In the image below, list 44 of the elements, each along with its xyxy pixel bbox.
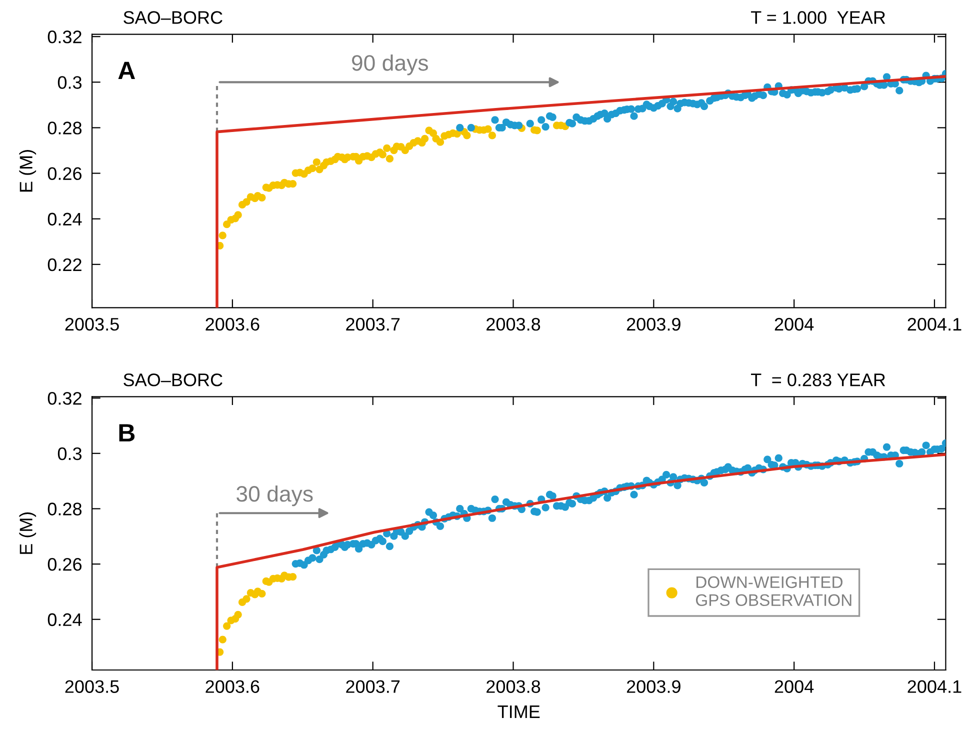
annotation: B xyxy=(119,424,135,442)
x-tick-label: 2003.9 xyxy=(626,680,680,693)
y-tick-label: 0.3 xyxy=(58,447,82,460)
chart-title: SAO–BORC xyxy=(124,11,222,24)
point xyxy=(258,590,266,598)
x-tick-label: 2004.1 xyxy=(908,318,962,331)
y-tick-label: 0.3 xyxy=(58,76,82,89)
y-tick-label: 0.28 xyxy=(48,122,82,134)
x-axis-title: TIME xyxy=(498,706,540,718)
x-tick-label: 2003.7 xyxy=(346,680,400,693)
y-tick-label: 0.26 xyxy=(48,558,82,571)
y-tick-label: 0.32 xyxy=(48,30,82,44)
chart-subtitle: T = 1.000 YEAR xyxy=(751,11,886,24)
x-tick-label: 2003.5 xyxy=(65,680,119,693)
x-tick-label: 2004 xyxy=(774,318,814,331)
y-tick-label: 0.32 xyxy=(48,392,82,405)
x-tick-label: 2003.8 xyxy=(486,680,540,693)
x-tick-label: 2003.6 xyxy=(206,318,260,331)
y-tick-label: 0.26 xyxy=(48,167,82,180)
chart-title: SAO–BORC xyxy=(124,373,222,386)
y-tick-label: 0.28 xyxy=(48,502,82,516)
point xyxy=(223,622,231,630)
annotation: A xyxy=(118,62,136,80)
annotation: 90 days xyxy=(352,54,428,76)
point xyxy=(289,572,297,581)
point xyxy=(218,636,226,644)
x-tick-label: 2003.6 xyxy=(206,680,260,693)
y-tick-label: 0.22 xyxy=(48,258,82,272)
legend-label: DOWN-WEIGHTED GPS OBSERVATION xyxy=(696,576,852,606)
point xyxy=(242,595,250,603)
annotation: 30 days xyxy=(236,485,313,506)
y-axis-title: E (M) xyxy=(19,150,36,192)
x-tick-label: 2003.7 xyxy=(346,318,400,331)
x-tick-label: 2003.8 xyxy=(486,318,540,331)
point xyxy=(234,610,242,618)
y-axis-title: E (M) xyxy=(19,512,36,554)
x-tick-label: 2004 xyxy=(774,680,814,693)
chart-subtitle: T = 0.283 YEAR xyxy=(751,373,886,386)
y-tick-label: 0.24 xyxy=(48,613,82,626)
x-tick-label: 2003.5 xyxy=(65,318,119,331)
x-tick-label: 2004.1 xyxy=(908,680,962,693)
line-series xyxy=(216,453,946,670)
y-tick-label: 0.24 xyxy=(48,212,82,226)
x-tick-label: 2003.9 xyxy=(626,318,680,331)
